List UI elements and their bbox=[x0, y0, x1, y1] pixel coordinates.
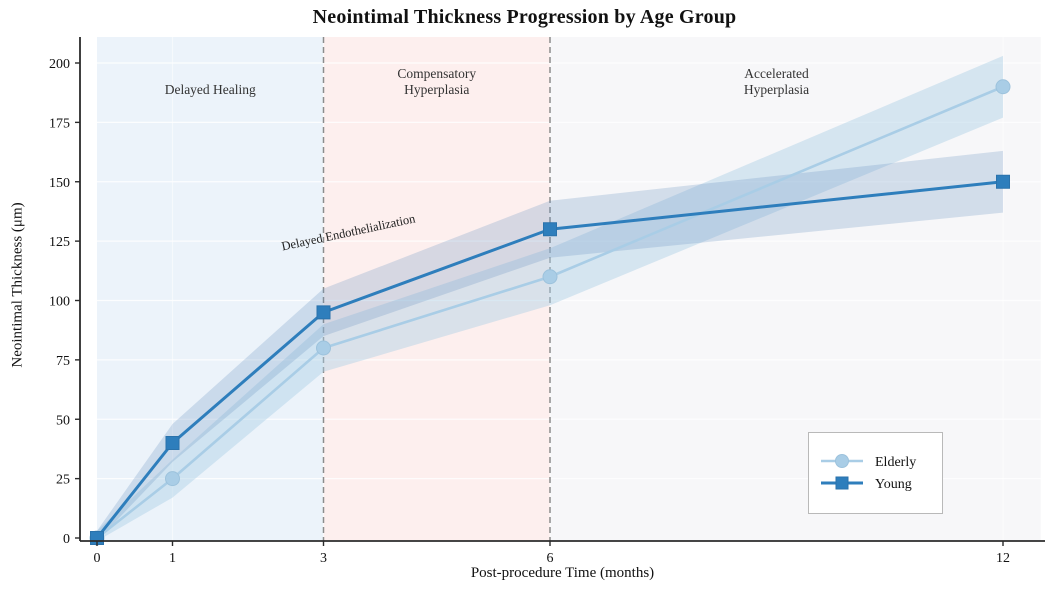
legend-marker-circle bbox=[835, 454, 849, 468]
x-tick-label: 0 bbox=[94, 551, 101, 566]
y-tick-label: 200 bbox=[49, 57, 70, 72]
region-label: Hyperplasia bbox=[744, 82, 809, 97]
region-label: Delayed Healing bbox=[165, 82, 256, 97]
region-label: Compensatory bbox=[397, 66, 476, 81]
legend-label: Young bbox=[875, 477, 912, 492]
region-1 bbox=[97, 37, 324, 541]
marker-circle-elderly bbox=[995, 79, 1011, 95]
y-tick-label: 25 bbox=[56, 473, 70, 488]
legend-marker-square bbox=[835, 476, 849, 490]
confidence-band-elderly bbox=[97, 55, 1003, 541]
y-tick-label: 0 bbox=[63, 532, 70, 547]
legend-label: Elderly bbox=[875, 455, 916, 470]
y-tick-label: 125 bbox=[49, 235, 70, 250]
y-tick-label: 100 bbox=[49, 295, 70, 310]
x-tick-label: 6 bbox=[547, 551, 554, 566]
legend-box bbox=[808, 432, 943, 514]
x-tick-label: 12 bbox=[996, 551, 1010, 566]
chart-title: Neointimal Thickness Progression by Age … bbox=[312, 6, 737, 28]
marker-square-young bbox=[996, 174, 1010, 189]
y-tick-label: 175 bbox=[49, 116, 70, 131]
marker-square-young bbox=[316, 305, 331, 320]
marker-square-young bbox=[165, 436, 180, 450]
x-axis-title: Post-procedure Time (months) bbox=[470, 565, 655, 581]
marker-square-young bbox=[543, 222, 557, 237]
region-3 bbox=[550, 37, 1041, 541]
region-label: Hyperplasia bbox=[404, 82, 469, 97]
y-tick-label: 75 bbox=[56, 354, 70, 369]
marker-circle-elderly bbox=[316, 340, 331, 356]
y-tick-label: 150 bbox=[49, 176, 70, 191]
x-tick-label: 3 bbox=[320, 551, 327, 566]
region-label: Accelerated bbox=[744, 66, 809, 81]
x-tick-label: 1 bbox=[169, 551, 176, 566]
y-tick-label: 50 bbox=[56, 413, 70, 428]
marker-circle-elderly bbox=[542, 269, 558, 285]
marker-circle-elderly bbox=[165, 471, 180, 487]
